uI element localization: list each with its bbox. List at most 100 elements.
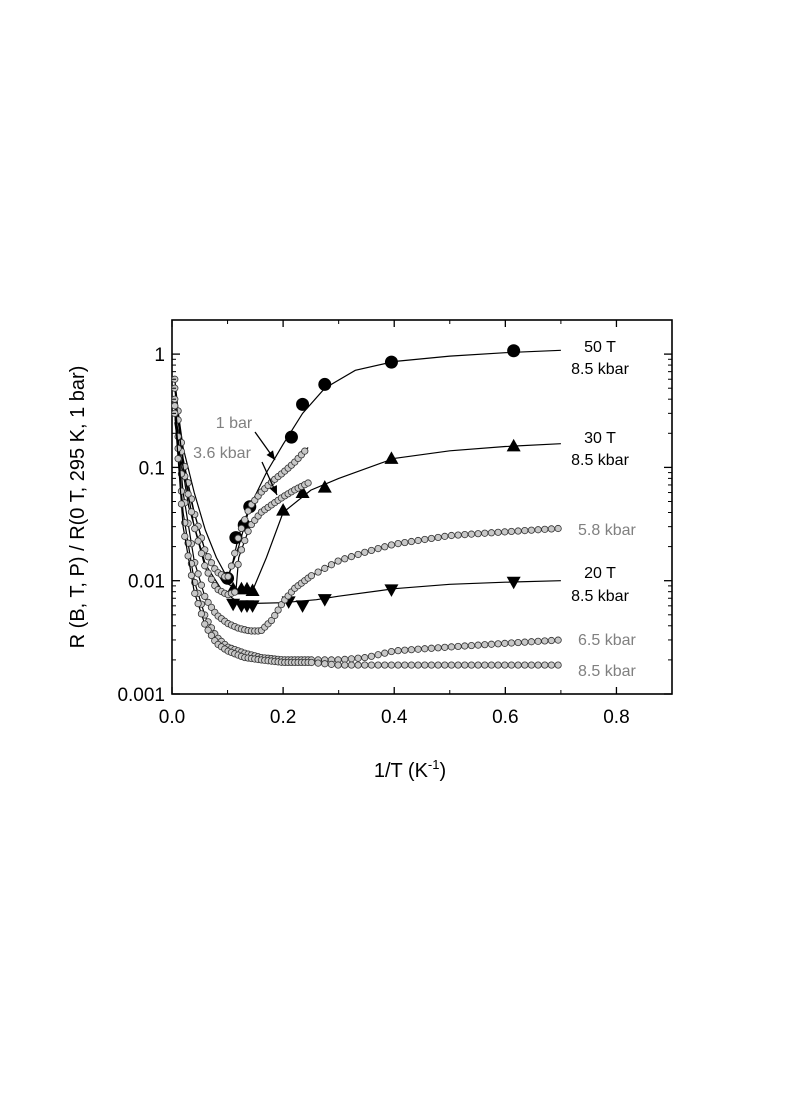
data-point — [354, 550, 362, 559]
data-point — [318, 377, 332, 391]
data-point — [245, 600, 260, 613]
curve-labels: 50 T 8.5 kbar 30 T 8.5 kbar 20 T 8.5 kbar 1 ba… — [193, 339, 636, 680]
series-label: 8.5 kbar — [571, 452, 629, 469]
data-point — [231, 549, 239, 557]
data-point — [507, 344, 521, 358]
data-point — [547, 525, 556, 533]
data-point — [327, 660, 336, 668]
data-point — [307, 572, 316, 580]
data-point — [244, 507, 252, 515]
data-point — [534, 526, 542, 534]
data-point — [521, 638, 529, 646]
data-point — [481, 529, 489, 537]
data-point — [401, 661, 409, 669]
data-point — [201, 592, 209, 600]
data-point — [234, 560, 242, 568]
data-point — [354, 654, 362, 662]
data-point — [447, 661, 456, 669]
data-point — [207, 603, 216, 611]
data-point — [181, 532, 189, 541]
data-point — [501, 661, 509, 669]
data-point — [514, 638, 522, 647]
data-point — [194, 570, 202, 578]
data-point — [177, 487, 186, 495]
data-point — [347, 553, 356, 561]
plot-frame — [171, 319, 673, 695]
series-label: 3.6 kbar — [193, 445, 251, 462]
data-point — [494, 640, 502, 648]
data-point — [461, 642, 469, 650]
chart-marks — [171, 344, 562, 669]
data-point — [414, 645, 422, 653]
data-point — [197, 581, 206, 589]
data-point — [171, 402, 179, 410]
data-point — [361, 661, 369, 669]
data-point — [307, 658, 316, 667]
data-point — [301, 447, 309, 455]
data-point — [474, 641, 482, 649]
data-point — [507, 661, 516, 669]
data-point — [367, 661, 376, 669]
y-tick-label: 0.1 — [139, 458, 165, 479]
data-point — [204, 598, 212, 606]
data-point — [421, 661, 429, 669]
data-point — [194, 537, 202, 545]
y-axis-title: R (B, T, P) / R(0 T, 295 K, 1 bar) — [67, 366, 89, 649]
data-point — [207, 559, 216, 567]
data-point — [414, 661, 422, 669]
data-point — [327, 561, 336, 569]
data-point — [547, 636, 556, 645]
data-point — [234, 534, 242, 542]
data-point — [381, 543, 389, 551]
data-point — [521, 526, 529, 535]
data-point — [384, 451, 399, 464]
data-point — [184, 490, 192, 498]
x-tick-label: 0.8 — [603, 707, 629, 728]
data-point — [374, 661, 382, 669]
data-point — [267, 616, 276, 625]
data-point — [295, 600, 310, 613]
data-point — [461, 530, 469, 539]
data-point — [334, 557, 342, 565]
data-point — [394, 647, 402, 655]
data-point — [506, 576, 521, 590]
series-label: 8.5 kbar — [571, 361, 629, 378]
data-point — [407, 661, 416, 669]
data-point — [447, 531, 456, 540]
data-point — [381, 661, 389, 669]
data-point — [541, 661, 549, 669]
data-point — [427, 661, 436, 669]
y-tick-label: 0.001 — [117, 685, 165, 706]
data-point — [427, 534, 436, 543]
data-point — [514, 527, 522, 535]
data-point — [191, 589, 199, 597]
data-point — [527, 638, 536, 646]
data-point — [454, 661, 462, 669]
label-arrow-head — [269, 485, 277, 495]
data-point — [474, 661, 482, 669]
data-point — [374, 651, 382, 659]
data-point — [201, 562, 209, 570]
data-point — [194, 600, 202, 608]
data-point — [554, 636, 562, 644]
data-point — [467, 530, 476, 538]
data-point — [201, 620, 209, 628]
data-point — [334, 661, 342, 669]
data-point — [197, 610, 206, 618]
axis-ticks: 0.0 0.2 0.4 0.6 0.8 0.001 0.01 0.1 1 — [117, 319, 673, 728]
data-point — [454, 642, 462, 651]
data-point — [441, 643, 449, 651]
data-point — [295, 485, 310, 499]
data-point — [394, 539, 402, 548]
data-point — [296, 397, 310, 411]
data-point — [347, 661, 356, 669]
data-point — [547, 661, 556, 669]
data-point — [187, 508, 196, 516]
data-point — [284, 430, 298, 444]
data-point — [237, 524, 246, 532]
data-point — [207, 631, 216, 640]
data-point — [177, 500, 186, 508]
data-point — [487, 640, 496, 648]
data-point — [241, 536, 249, 545]
